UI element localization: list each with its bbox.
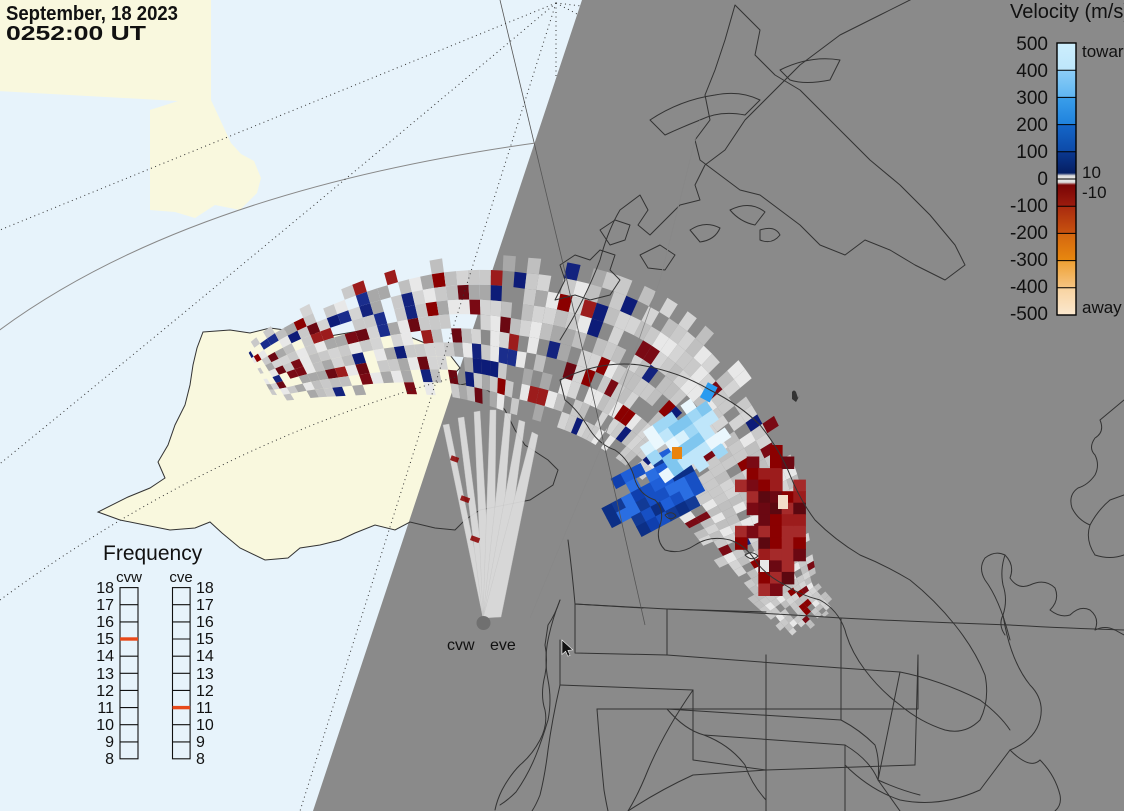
svg-text:400: 400: [1016, 61, 1048, 82]
svg-text:Frequency: Frequency: [103, 542, 203, 565]
svg-text:12: 12: [196, 683, 214, 700]
svg-text:9: 9: [105, 734, 114, 751]
svg-text:16: 16: [96, 614, 114, 631]
svg-text:eve: eve: [490, 637, 516, 654]
svg-text:11: 11: [97, 700, 114, 717]
svg-text:-10: -10: [1082, 183, 1107, 202]
svg-text:-500: -500: [1010, 304, 1048, 325]
svg-text:14: 14: [196, 648, 214, 665]
svg-text:16: 16: [196, 614, 214, 631]
svg-text:14: 14: [96, 648, 114, 665]
svg-text:15: 15: [196, 631, 214, 648]
svg-text:cvw: cvw: [447, 637, 475, 654]
svg-text:300: 300: [1016, 88, 1048, 109]
svg-text:11: 11: [196, 700, 213, 717]
svg-text:12: 12: [96, 683, 114, 700]
svg-text:18: 18: [96, 580, 114, 597]
svg-text:cve: cve: [169, 569, 192, 586]
svg-text:Velocity (m/s): Velocity (m/s): [1010, 1, 1124, 23]
svg-text:10: 10: [196, 717, 214, 734]
svg-text:away: away: [1082, 298, 1122, 317]
svg-text:15: 15: [96, 631, 114, 648]
svg-text:9: 9: [196, 734, 205, 751]
svg-text:0: 0: [1037, 169, 1048, 190]
svg-text:8: 8: [196, 751, 205, 768]
svg-text:100: 100: [1016, 142, 1048, 163]
svg-text:-300: -300: [1010, 250, 1048, 271]
svg-text:200: 200: [1016, 115, 1048, 136]
svg-text:-100: -100: [1010, 196, 1048, 217]
svg-text:17: 17: [196, 597, 214, 614]
svg-text:18: 18: [196, 580, 214, 597]
svg-text:-200: -200: [1010, 223, 1048, 244]
svg-text:toward: toward: [1082, 42, 1124, 61]
svg-text:-400: -400: [1010, 277, 1048, 298]
svg-text:13: 13: [196, 666, 214, 683]
svg-text:13: 13: [96, 666, 114, 683]
svg-text:cvw: cvw: [116, 569, 142, 586]
svg-text:8: 8: [105, 751, 114, 768]
svg-text:17: 17: [96, 597, 114, 614]
svg-text:0252:00 UT: 0252:00 UT: [6, 23, 146, 45]
svg-text:10: 10: [1082, 163, 1101, 182]
svg-text:10: 10: [96, 717, 114, 734]
svg-text:September, 18 2023: September, 18 2023: [6, 3, 178, 25]
svg-text:500: 500: [1016, 34, 1048, 55]
